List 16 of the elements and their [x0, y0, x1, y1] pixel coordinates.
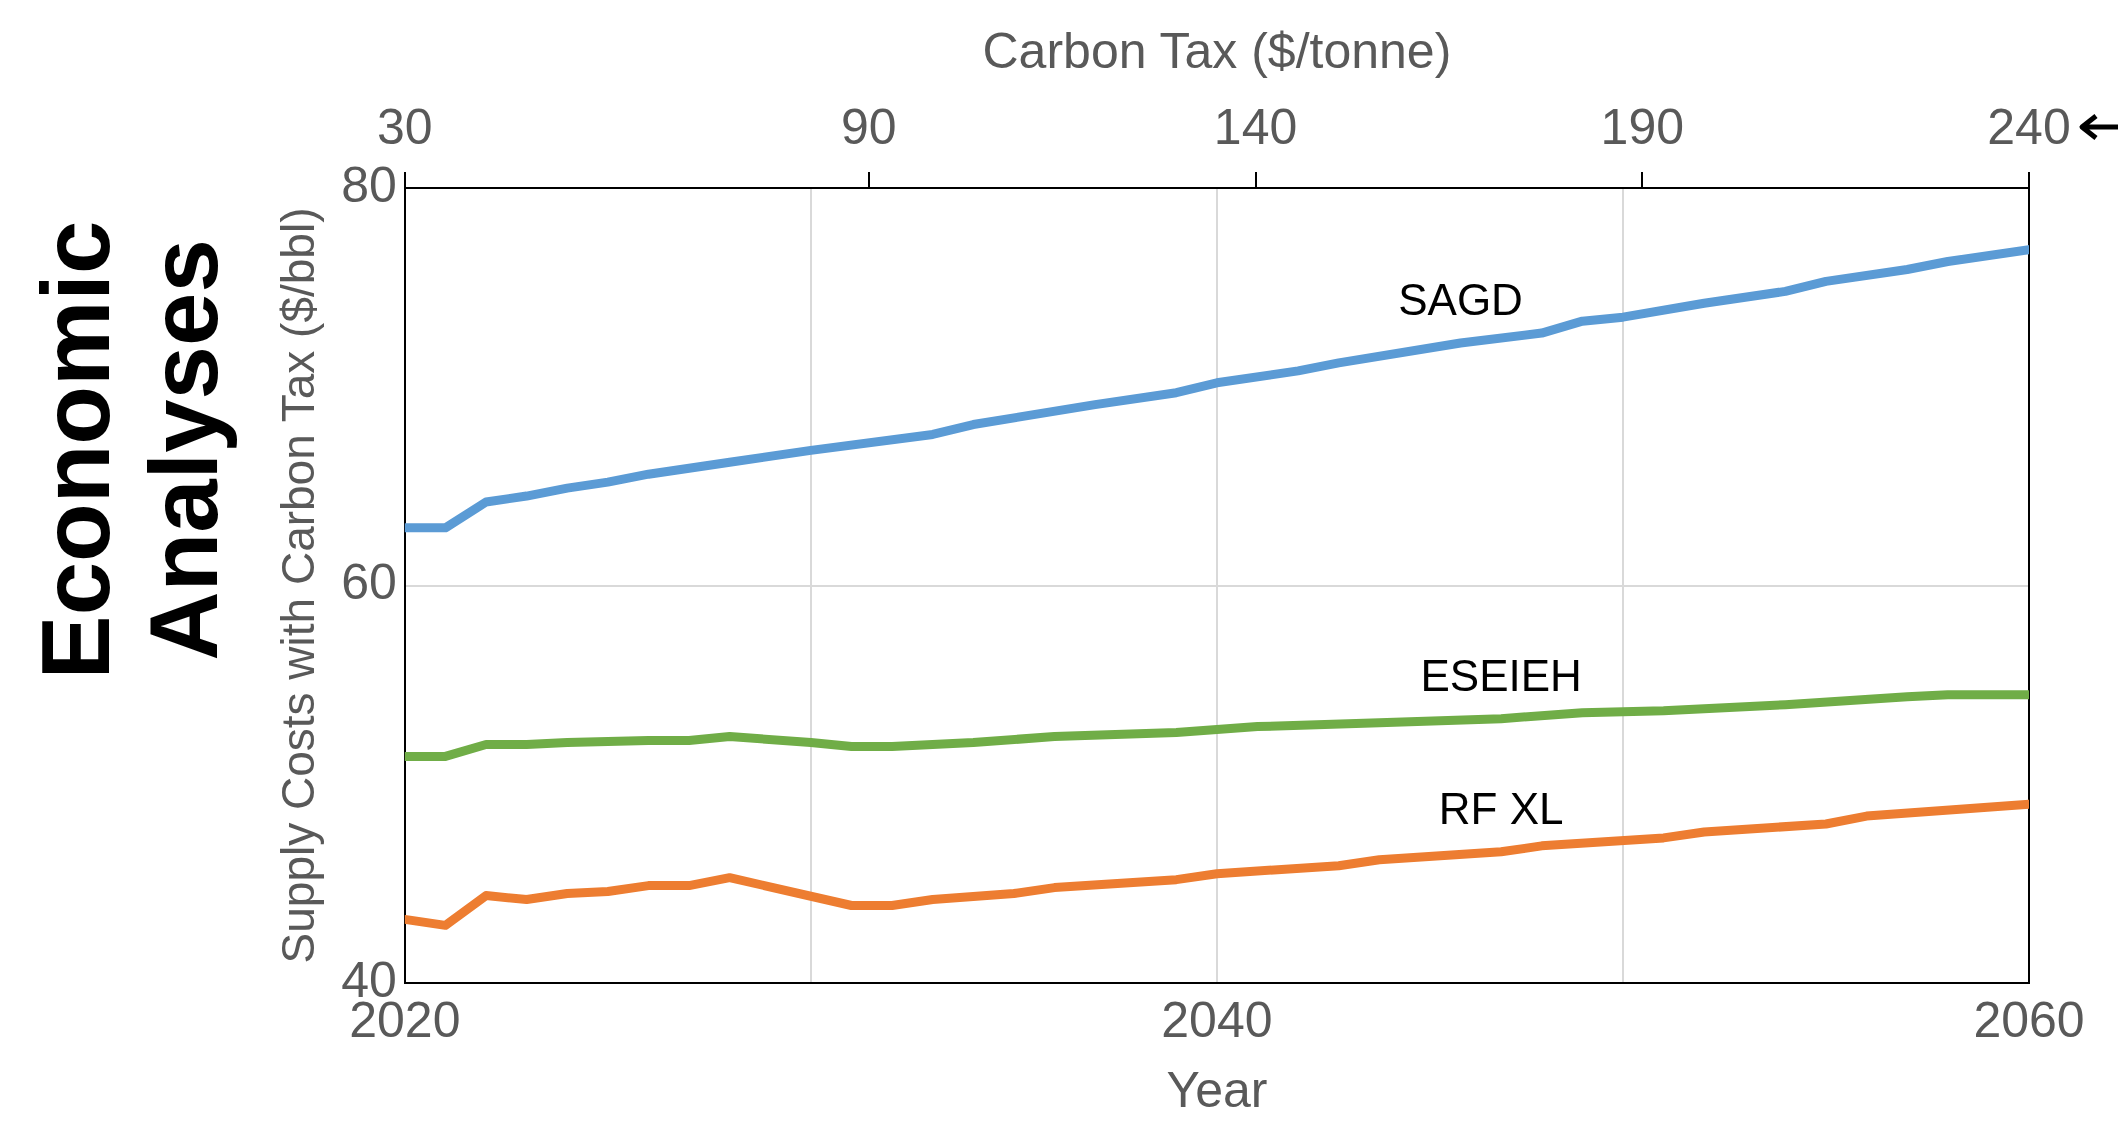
y-tick-label: 80 — [341, 156, 397, 213]
series-label: RF XL — [1438, 783, 1564, 833]
y-tick-label: 60 — [341, 554, 397, 611]
x2-axis-title: Carbon Tax ($/tonne) — [982, 22, 1452, 79]
x2-tick-label: 90 — [841, 98, 897, 155]
x2-tick-label: 240 — [1987, 98, 2071, 155]
x-axis-title: Year — [1166, 1061, 1268, 1118]
x2-tick-label: 190 — [1600, 98, 1685, 155]
series-label: ESEIEH — [1420, 650, 1582, 700]
x-tick-label: 2040 — [1161, 991, 1273, 1048]
x-tick-label: 2060 — [1973, 991, 2085, 1048]
y-axis-title: Supply Costs with Carbon Tax ($/bbl) — [272, 207, 325, 964]
series-label: SAGD — [1398, 275, 1523, 325]
text: Economic Analyses — [22, 220, 237, 680]
x2-tick-label: 140 — [1213, 98, 1298, 155]
x2-tick-label: 30 — [377, 98, 433, 155]
